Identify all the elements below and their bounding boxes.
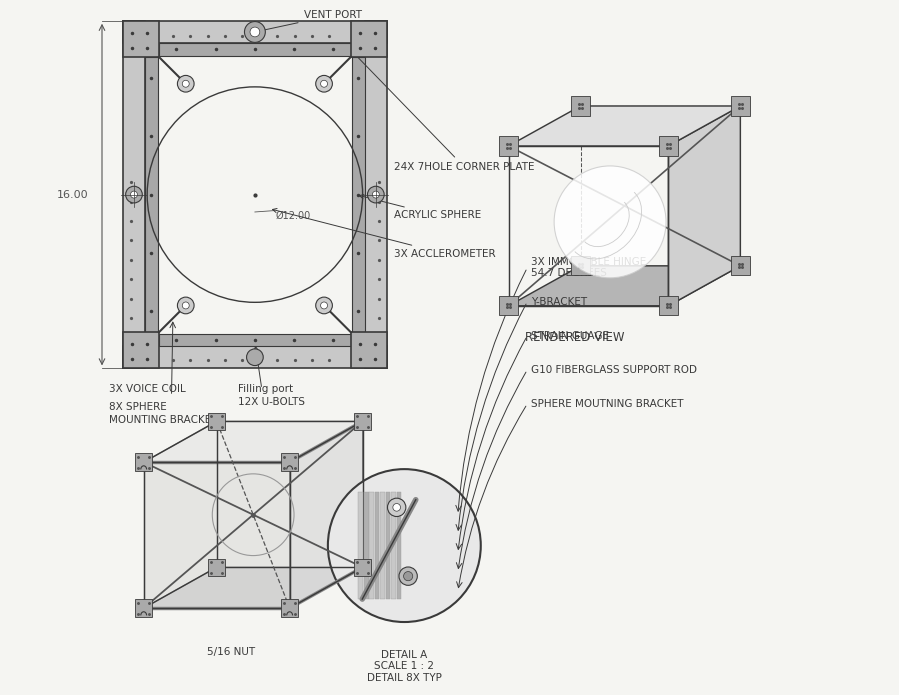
Circle shape (554, 166, 666, 278)
Polygon shape (509, 265, 741, 306)
Bar (364, 492, 369, 599)
Bar (499, 296, 518, 316)
Bar (159, 43, 351, 56)
Bar (123, 21, 159, 57)
Circle shape (368, 186, 384, 203)
Bar (386, 492, 390, 599)
Polygon shape (144, 462, 289, 608)
Circle shape (316, 297, 333, 313)
Bar (208, 559, 226, 576)
Text: RENDERED VIEW: RENDERED VIEW (525, 331, 624, 343)
Polygon shape (289, 421, 362, 608)
Circle shape (316, 76, 333, 92)
Circle shape (399, 567, 417, 585)
Bar (396, 492, 401, 599)
Bar (571, 97, 590, 115)
Circle shape (245, 22, 265, 42)
Bar (391, 492, 396, 599)
Bar (731, 256, 750, 275)
Bar (123, 21, 145, 368)
Bar (369, 492, 374, 599)
Text: VENT PORT: VENT PORT (259, 10, 361, 33)
Text: STRAIN GUAGE: STRAIN GUAGE (530, 331, 609, 341)
Bar (135, 599, 153, 617)
Bar (123, 21, 387, 43)
Polygon shape (669, 106, 741, 306)
Bar (499, 136, 518, 156)
Bar (659, 136, 678, 156)
Bar (380, 492, 385, 599)
Circle shape (182, 81, 189, 88)
Polygon shape (144, 421, 362, 462)
Text: 24X 7HOLE CORNER PLATE: 24X 7HOLE CORNER PLATE (353, 53, 534, 172)
Circle shape (321, 81, 327, 88)
Bar (351, 332, 387, 368)
Circle shape (321, 302, 327, 309)
Bar (365, 21, 387, 368)
Text: 3X ACCLEROMETER: 3X ACCLEROMETER (272, 208, 495, 259)
Bar (208, 413, 226, 430)
Bar (145, 57, 157, 332)
Text: Filling port: Filling port (237, 384, 293, 394)
Bar (280, 599, 298, 617)
Circle shape (126, 186, 142, 203)
Bar (354, 413, 371, 430)
Polygon shape (144, 567, 362, 608)
Text: 5/16 NUT: 5/16 NUT (207, 647, 254, 657)
Bar (375, 492, 379, 599)
Bar (159, 334, 351, 346)
Circle shape (372, 191, 379, 198)
Bar (280, 453, 298, 471)
Bar (659, 296, 678, 316)
Polygon shape (509, 106, 741, 146)
Circle shape (177, 297, 194, 313)
Circle shape (177, 76, 194, 92)
Circle shape (393, 503, 400, 512)
Bar (123, 332, 159, 368)
Bar (354, 559, 371, 576)
Text: G10 FIBERGLASS SUPPORT ROD: G10 FIBERGLASS SUPPORT ROD (530, 365, 697, 375)
Circle shape (250, 27, 260, 37)
Text: ACRYLIC SPHERE: ACRYLIC SPHERE (360, 195, 481, 220)
Text: 3X VOICE COIL: 3X VOICE COIL (109, 384, 186, 394)
Circle shape (404, 571, 413, 581)
Text: SPHERE MOUTNING BRACKET: SPHERE MOUTNING BRACKET (530, 399, 683, 409)
Bar (352, 57, 365, 332)
Text: Y-BRACKET: Y-BRACKET (530, 297, 587, 306)
Text: MOUNTING BRACKET: MOUNTING BRACKET (109, 416, 218, 425)
Circle shape (328, 469, 481, 622)
Bar (135, 453, 153, 471)
Text: 8X SPHERE: 8X SPHERE (109, 402, 166, 411)
Bar (359, 492, 363, 599)
Bar (123, 346, 387, 368)
Circle shape (130, 191, 138, 198)
Bar (351, 21, 387, 57)
Text: Ø12.00: Ø12.00 (276, 211, 311, 220)
Bar (571, 256, 590, 275)
Text: 12X U-BOLTS: 12X U-BOLTS (237, 397, 305, 407)
Text: DETAIL A
SCALE 1 : 2
DETAIL 8X TYP: DETAIL A SCALE 1 : 2 DETAIL 8X TYP (367, 650, 441, 683)
Text: 3X IMMOVABLE HINGE
54.7 DEGREES: 3X IMMOVABLE HINGE 54.7 DEGREES (530, 256, 646, 279)
Bar (731, 97, 750, 115)
Circle shape (387, 498, 405, 516)
Text: 16.00: 16.00 (57, 190, 88, 199)
Circle shape (246, 349, 263, 366)
Circle shape (182, 302, 189, 309)
